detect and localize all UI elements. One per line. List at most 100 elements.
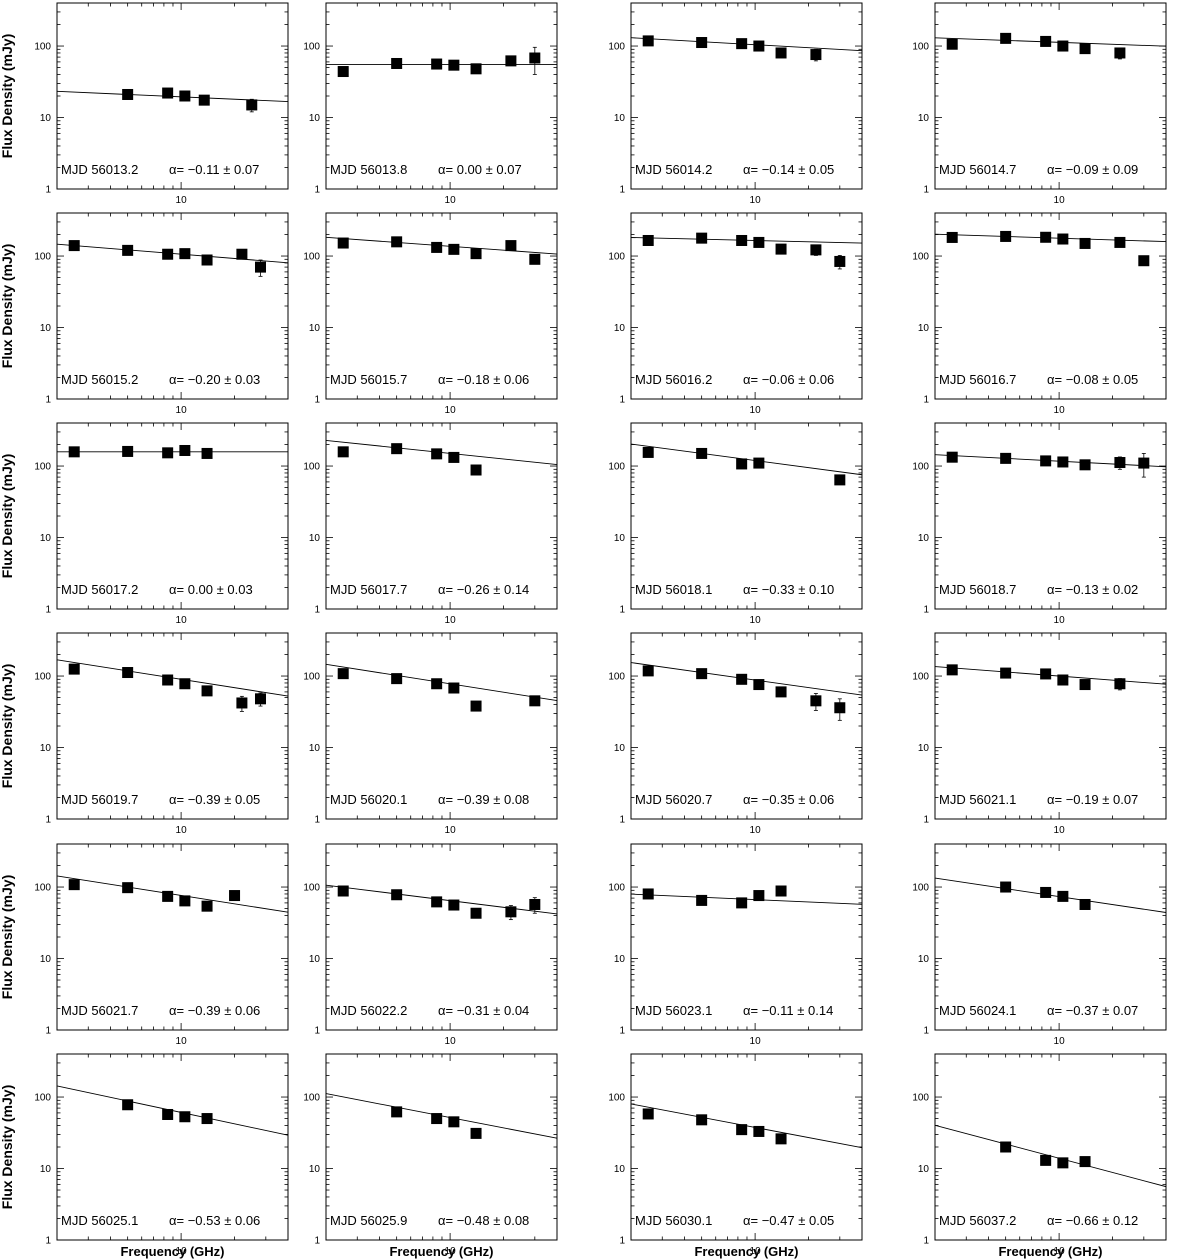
data-point <box>529 253 541 265</box>
y-axis-label: Flux Density (mJy) <box>0 34 15 158</box>
y-tick-label: 100 <box>912 672 929 683</box>
mjd-label: MJD 56013.8 <box>330 162 407 177</box>
mjd-label: MJD 56025.9 <box>330 1213 407 1228</box>
x-tick-label: 10 <box>176 1036 188 1047</box>
data-point <box>431 448 443 460</box>
mjd-label: MJD 56030.1 <box>635 1213 712 1228</box>
data-point <box>236 697 248 709</box>
data-point <box>68 879 80 891</box>
x-tick-label: 10 <box>176 825 188 836</box>
spectral-index-label: α= −0.39 ± 0.06 <box>169 1003 260 1018</box>
data-point <box>1057 1157 1069 1169</box>
data-point <box>696 232 708 244</box>
y-tick-label: 100 <box>34 672 51 683</box>
spectrum-panel: 1 10 100 10 MJD 56016.2 α= −0.06 ± 0.06 <box>608 212 863 416</box>
y-tick-label: 100 <box>303 252 320 263</box>
data-point <box>254 261 266 273</box>
y-tick-label: 100 <box>303 1093 320 1104</box>
data-point <box>179 678 191 690</box>
y-tick-label: 10 <box>918 533 930 544</box>
data-point <box>696 1114 708 1126</box>
y-tick-label: 100 <box>34 883 51 894</box>
y-tick-label: 100 <box>303 883 320 894</box>
y-tick-label: 1 <box>923 605 929 616</box>
data-point <box>431 896 443 908</box>
data-point <box>696 37 708 49</box>
x-axis-label: Frequency (GHz) <box>389 1244 493 1259</box>
mjd-label: MJD 56019.7 <box>61 792 138 807</box>
x-tick-label: 10 <box>750 1036 762 1047</box>
mjd-label: MJD 56020.7 <box>635 792 712 807</box>
y-axis-label: Flux Density (mJy) <box>0 244 15 368</box>
data-point <box>810 49 822 61</box>
data-point <box>736 673 748 685</box>
x-axis-label: Frequency (GHz) <box>694 1244 798 1259</box>
data-point <box>946 664 958 676</box>
data-point <box>1079 1156 1091 1168</box>
spectrum-panel: 1 10 100 10 MJD 56015.2 α= −0.20 ± 0.03 <box>34 212 289 416</box>
data-point <box>1114 236 1126 248</box>
spectral-index-label: α= −0.13 ± 0.02 <box>1047 582 1138 597</box>
mjd-label: MJD 56014.2 <box>635 162 712 177</box>
x-tick-label: 10 <box>1054 1246 1066 1257</box>
y-tick-label: 1 <box>923 1026 929 1037</box>
data-point <box>122 667 134 679</box>
spectral-index-label: α= −0.47 ± 0.05 <box>743 1213 834 1228</box>
data-point <box>162 1108 174 1120</box>
data-point <box>448 899 460 911</box>
data-point <box>1000 1141 1012 1153</box>
data-point <box>736 1124 748 1136</box>
data-point <box>201 447 213 459</box>
spectral-index-label: α= −0.06 ± 0.06 <box>743 372 834 387</box>
data-point <box>753 457 765 469</box>
data-point <box>391 889 403 901</box>
data-point <box>1138 457 1150 469</box>
spectral-index-label: α= −0.20 ± 0.03 <box>169 372 260 387</box>
x-tick-label: 10 <box>176 1246 188 1257</box>
y-tick-label: 100 <box>303 672 320 683</box>
data-point <box>753 679 765 691</box>
mjd-label: MJD 56017.7 <box>330 582 407 597</box>
data-point <box>834 474 846 486</box>
spectrum-panel: 1 10 100 10 MJD 56025.9 α= −0.48 ± 0.08 <box>303 1053 558 1257</box>
data-point <box>162 447 174 459</box>
y-tick-label: 10 <box>614 954 626 965</box>
data-point <box>470 1127 482 1139</box>
data-point <box>1057 233 1069 245</box>
x-tick-label: 10 <box>445 1246 457 1257</box>
data-point <box>1079 679 1091 691</box>
y-tick-label: 10 <box>309 954 321 965</box>
spectrum-panel: 1 10 100 10 MJD 56014.7 α= −0.09 ± 0.09 <box>912 2 1167 206</box>
data-point <box>753 40 765 52</box>
data-point <box>505 906 517 918</box>
mjd-label: MJD 56023.1 <box>635 1003 712 1018</box>
data-point <box>470 700 482 712</box>
data-point <box>529 52 541 64</box>
data-point <box>753 236 765 248</box>
data-point <box>810 244 822 256</box>
y-tick-label: 1 <box>923 1236 929 1247</box>
data-point <box>391 236 403 248</box>
data-point <box>736 458 748 470</box>
y-tick-label: 100 <box>912 252 929 263</box>
y-tick-label: 10 <box>918 743 930 754</box>
x-tick-label: 10 <box>445 825 457 836</box>
spectral-index-label: α= −0.11 ± 0.07 <box>169 162 259 177</box>
data-point <box>696 668 708 680</box>
data-point <box>179 895 191 907</box>
x-tick-label: 10 <box>750 195 762 206</box>
x-axis-label: Frequency (GHz) <box>120 1244 224 1259</box>
y-axis-label: Flux Density (mJy) <box>0 664 15 788</box>
data-point <box>1057 674 1069 686</box>
data-point <box>448 243 460 255</box>
y-tick-label: 1 <box>923 185 929 196</box>
y-tick-label: 10 <box>614 533 626 544</box>
data-point <box>775 885 787 897</box>
mjd-label: MJD 56013.2 <box>61 162 138 177</box>
data-point <box>736 234 748 246</box>
y-tick-label: 100 <box>34 1093 51 1104</box>
mjd-label: MJD 56017.2 <box>61 582 138 597</box>
data-point <box>254 693 266 705</box>
data-point <box>775 243 787 255</box>
